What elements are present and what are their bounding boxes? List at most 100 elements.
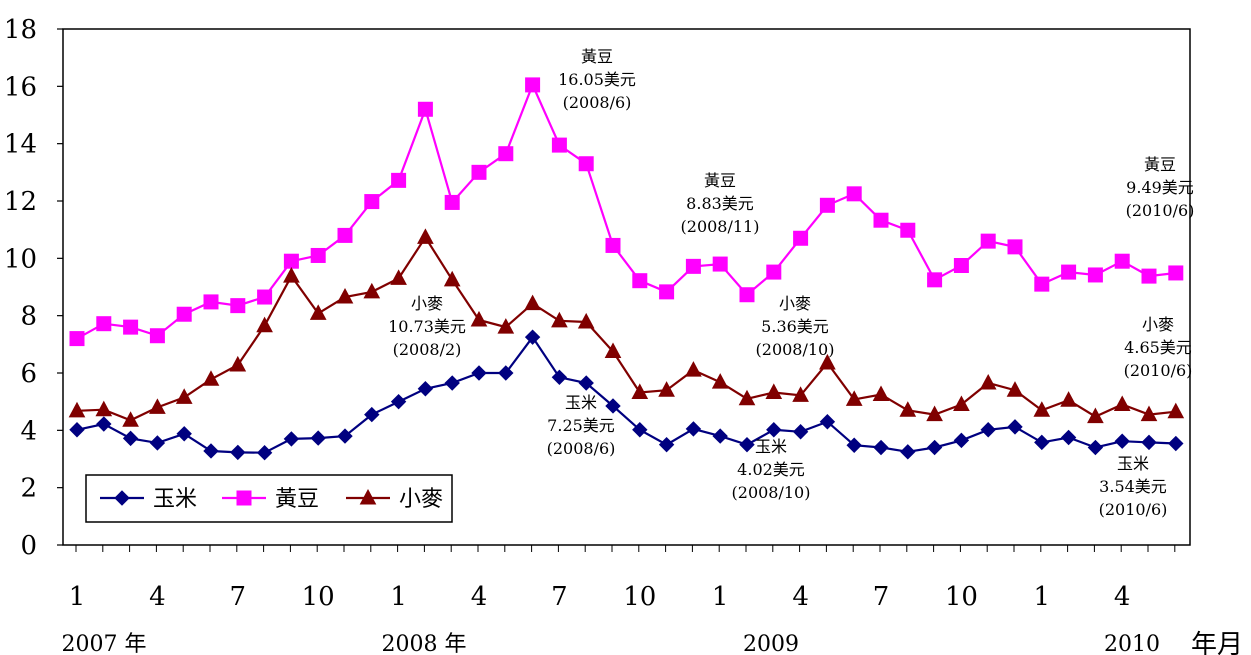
data-point-soybean — [605, 237, 621, 253]
data-point-corn — [122, 430, 139, 447]
data-point-corn — [873, 439, 889, 456]
data-point-soybean — [498, 146, 514, 162]
data-point-soybean — [659, 284, 675, 300]
data-point-soybean — [551, 137, 567, 153]
annotation-line: 玉米 — [1117, 454, 1149, 473]
data-point-wheat — [872, 385, 890, 401]
year-label: 2010 — [1104, 632, 1160, 655]
data-point-corn — [1141, 434, 1157, 451]
annotation-line: (2008/10) — [756, 340, 835, 359]
data-point-wheat — [926, 405, 943, 422]
x-tick-label: 10 — [945, 582, 978, 612]
data-point-wheat — [819, 353, 836, 370]
x-tick-label: 4 — [792, 582, 809, 612]
annotation-line: (2008/6) — [563, 93, 632, 112]
data-point-soybean — [1114, 253, 1130, 269]
annotation-line: 7.25美元 — [547, 416, 615, 435]
plot-area — [62, 28, 1191, 546]
data-point-soybean — [846, 186, 862, 202]
data-point-wheat — [979, 373, 997, 390]
data-point-soybean — [444, 194, 460, 210]
series-wheat — [68, 228, 1185, 427]
data-point-wheat — [738, 389, 756, 406]
annotation-line: 黃豆 — [581, 47, 613, 66]
x-axis-title: 年月 — [1191, 630, 1243, 655]
x-tick-label: 7 — [873, 582, 890, 612]
data-point-corn — [96, 416, 112, 432]
legend-label: 玉米 — [153, 487, 197, 512]
data-point-soybean — [900, 222, 916, 238]
annotation-line: 16.05美元 — [558, 70, 636, 89]
data-point-soybean — [685, 258, 701, 274]
data-point-soybean — [337, 227, 353, 243]
data-point-wheat — [711, 373, 729, 389]
data-point-corn — [900, 444, 916, 460]
annotation: 黃豆 16.05美元 (2008/6) — [558, 47, 636, 112]
data-point-soybean — [712, 256, 728, 272]
data-point-corn — [1168, 435, 1184, 452]
data-point-wheat — [336, 287, 354, 304]
annotation-line: (2010/6) — [1126, 201, 1195, 220]
data-point-wheat — [202, 370, 220, 386]
series-layer — [68, 77, 1185, 461]
data-point-wheat — [363, 282, 381, 299]
data-point-corn — [551, 369, 568, 386]
data-point-soybean — [1168, 265, 1184, 281]
annotation-line: (2008/2) — [393, 340, 462, 359]
x-tick-label: 4 — [149, 582, 166, 612]
data-point-corn — [926, 439, 943, 456]
data-point-wheat — [1006, 381, 1024, 397]
data-point-wheat — [122, 411, 139, 427]
legend: 玉米 黃豆 小麥 — [85, 474, 453, 523]
series-corn — [69, 329, 1184, 461]
data-point-soybean — [1007, 239, 1023, 255]
data-point-corn — [632, 422, 648, 438]
data-point-soybean — [203, 294, 219, 310]
data-point-corn — [149, 435, 166, 451]
annotation: 玉米 4.02美元 (2008/10) — [732, 437, 811, 502]
x-tick-label: 7 — [230, 582, 247, 612]
annotation-line: (2010/6) — [1099, 500, 1168, 519]
data-point-corn — [605, 398, 621, 414]
annotation-line: 10.73美元 — [388, 317, 466, 336]
data-point-soybean — [953, 258, 969, 273]
data-point-soybean — [96, 316, 112, 332]
data-point-soybean — [632, 273, 648, 289]
data-point-soybean — [1141, 268, 1157, 284]
data-point-wheat — [229, 355, 247, 372]
data-point-corn — [444, 375, 460, 391]
y-tick-label: 8 — [20, 302, 37, 332]
data-point-corn — [176, 426, 192, 442]
data-point-wheat — [658, 381, 675, 397]
data-point-wheat — [524, 294, 541, 311]
y-tick-label: 10 — [4, 244, 37, 274]
y-tick-label: 16 — [4, 72, 37, 102]
data-point-wheat — [953, 395, 970, 412]
x-tick-label: 4 — [471, 582, 488, 612]
data-point-soybean — [310, 247, 326, 263]
data-point-corn — [953, 432, 970, 449]
annotation-line: 小麥 — [1142, 315, 1174, 334]
data-point-wheat — [149, 398, 166, 414]
annotation: 小麥 5.36美元 (2008/10) — [756, 294, 835, 359]
data-point-soybean — [739, 287, 755, 303]
x-tick-label: 1 — [1034, 582, 1051, 612]
data-point-soybean — [176, 306, 192, 322]
data-point-wheat — [792, 386, 809, 402]
data-point-soybean — [525, 77, 541, 93]
data-point-corn — [1034, 434, 1050, 451]
data-point-wheat — [604, 342, 622, 358]
data-point-corn — [712, 428, 728, 444]
data-point-soybean — [578, 156, 594, 172]
data-point-wheat — [470, 310, 488, 327]
data-point-wheat — [1060, 391, 1077, 407]
annotation-line: 4.02美元 — [737, 460, 805, 479]
y-tick-label: 14 — [4, 130, 37, 160]
x-tick-label: 4 — [1114, 582, 1131, 612]
x-tick-label: 7 — [551, 582, 568, 612]
data-point-wheat — [443, 270, 461, 287]
data-point-corn — [980, 422, 996, 438]
data-point-wheat — [1167, 402, 1185, 419]
data-point-corn — [230, 444, 246, 461]
